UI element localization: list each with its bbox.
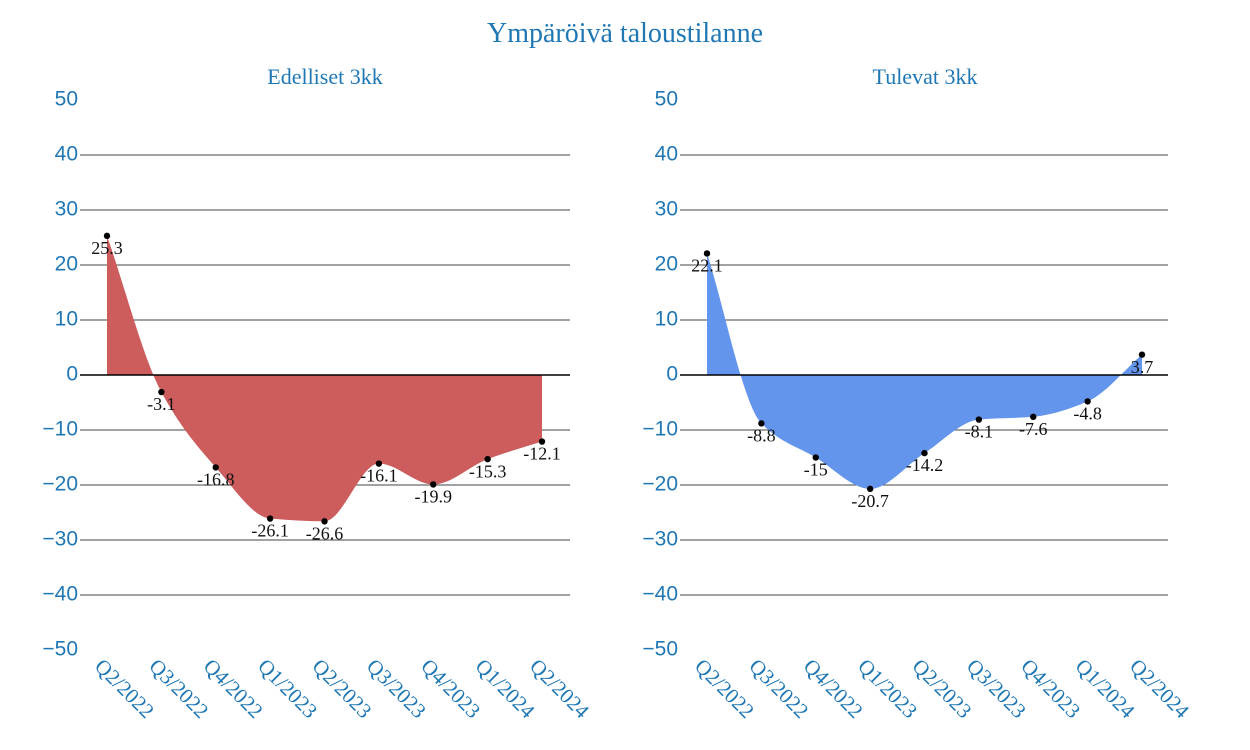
data-label: -15 [804,460,828,480]
data-point[interactable] [758,420,765,427]
x-tick-label-q2-2022: Q2/2022 [690,654,759,723]
data-point[interactable] [921,449,928,457]
y-tick-label: 30 [655,198,678,221]
y-tick-label: 30 [55,198,78,221]
data-point[interactable] [812,454,819,461]
y-tick-label: 20 [55,253,78,276]
data-label: 22.1 [691,256,723,276]
x-tick-label-q3-2022: Q3/2022 [144,654,213,723]
x-tick-label-q2-2022: Q2/2022 [90,654,159,723]
x-tick-label-q4-2022: Q4/2022 [199,654,268,723]
chart-subtitle: Edelliset 3kk [267,64,382,89]
data-label: 3.7 [1131,357,1154,377]
data-point[interactable] [975,416,983,423]
data-label: -4.8 [1073,404,1102,424]
y-tick-label: 10 [55,308,78,331]
chart-panel-tulevat: Tulevat 3kk 50 40 30 20 10 0 −10 −20 −30 −40 −50 22.… [642,64,1194,723]
data-point[interactable] [212,464,219,471]
x-tick-label-q1-2023: Q1/2023 [853,654,922,723]
x-tick-label-q2-2024: Q2/2024 [525,654,594,723]
y-tick-label: −50 [642,638,678,661]
data-point[interactable] [538,438,546,445]
data-label: -8.8 [747,426,776,446]
y-tick-label: −10 [642,418,678,441]
data-point[interactable] [866,485,874,493]
y-tick-label: −40 [42,583,78,606]
data-label: -3.1 [147,394,176,414]
x-tick-label-q4-2023: Q4/2023 [1016,654,1085,723]
y-tick-label: 20 [655,253,678,276]
data-label: -7.6 [1019,419,1048,439]
area-fill [107,235,542,522]
area-fill [707,253,1142,489]
x-tick-label-q4-2022: Q4/2022 [799,654,868,723]
chart-panel-edelliset: Edelliset 3kk 50 40 30 20 10 0 −10 −20 −30 −40 −50 2… [42,64,594,723]
x-tick-label-q2-2023: Q2/2023 [308,654,377,723]
data-label: -8.1 [965,422,994,442]
data-label: -12.1 [523,444,561,464]
x-tick-label-q1-2024: Q1/2024 [471,654,540,723]
data-label: -16.8 [197,470,235,490]
x-tick-label-q1-2023: Q1/2023 [253,654,322,723]
y-tick-label: −20 [42,473,78,496]
x-tick-label-q2-2024: Q2/2024 [1125,654,1194,723]
y-tick-label: 40 [55,143,78,166]
data-point[interactable] [375,460,383,467]
data-label: -20.7 [851,491,889,511]
y-tick-label: 50 [655,88,678,111]
data-point[interactable] [1030,413,1037,420]
y-tick-label: −20 [642,473,678,496]
x-tick-label-q3-2022: Q3/2022 [744,654,813,723]
data-point[interactable] [103,232,111,240]
y-tick-label: −30 [42,528,78,551]
data-point[interactable] [1084,398,1091,405]
data-label: -14.2 [906,455,944,475]
data-label: -15.3 [469,461,507,481]
data-point[interactable] [321,518,328,525]
y-tick-label: 10 [655,308,678,331]
chart-title: Ympäröivä taloustilanne [486,18,764,49]
x-tick-label-q4-2023: Q4/2023 [416,654,485,723]
x-tick-label-q3-2023: Q3/2023 [362,654,431,723]
data-label: 25.3 [91,238,123,258]
y-tick-label: 50 [55,88,78,111]
y-tick-label: 0 [66,363,78,386]
data-point[interactable] [430,481,437,488]
data-point[interactable] [484,455,491,463]
x-tick-label-q3-2023: Q3/2023 [962,654,1031,723]
data-point[interactable] [158,388,165,396]
y-tick-label: −30 [642,528,678,551]
y-tick-label: 0 [666,363,678,386]
x-tick-label-q2-2023: Q2/2023 [908,654,977,723]
data-label: -19.9 [415,487,453,507]
data-label: -26.6 [306,523,344,543]
data-label: -16.1 [360,466,398,486]
y-tick-label: −10 [42,418,78,441]
data-point[interactable] [703,250,711,257]
chart-subtitle: Tulevat 3kk [873,64,978,89]
x-tick-label-q1-2024: Q1/2024 [1071,654,1140,723]
y-tick-label: 40 [655,143,678,166]
data-point[interactable] [1138,351,1146,358]
y-tick-label: −50 [42,638,78,661]
data-label: -26.1 [251,521,289,541]
data-point[interactable] [266,515,274,522]
y-tick-label: −40 [642,583,678,606]
